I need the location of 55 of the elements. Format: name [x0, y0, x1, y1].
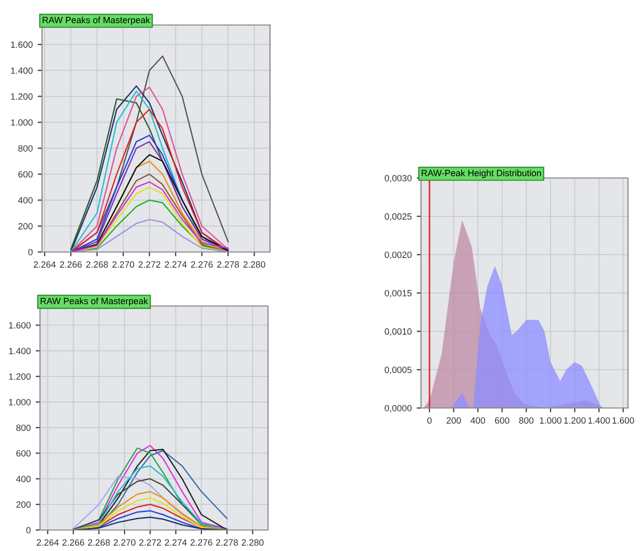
y-tick-label: 1.400	[9, 348, 31, 354]
y-tick-label: 0,0025	[384, 213, 412, 221]
x-tick-label: 2.268	[88, 539, 110, 546]
x-tick-label: 2.266	[60, 261, 82, 268]
x-tick-label: 2.264	[34, 261, 56, 268]
y-tick-label: 800	[18, 145, 33, 152]
x-tick-label: 2.268	[86, 261, 108, 268]
x-tick-label: 2.274	[164, 261, 187, 268]
y-tick-label: 0,0010	[384, 328, 412, 336]
x-tick-label: 2.270	[114, 539, 136, 546]
x-tick-label: 2.272	[138, 261, 160, 268]
y-tick-label: 200	[18, 223, 33, 230]
chart-title: RAW Peaks of Masterpeak	[40, 298, 148, 306]
y-tick-label: 0,0020	[384, 252, 412, 260]
y-tick-label: 1.600	[9, 322, 31, 329]
chart-title: RAW-Peak Height Distribution	[422, 170, 541, 178]
y-tick-label: 600	[18, 171, 33, 178]
x-tick-label: 2.278	[217, 261, 239, 268]
x-tick-label: 1.400	[588, 417, 610, 424]
y-tick-label: 1.200	[11, 93, 33, 100]
y-tick-label: 400	[18, 197, 33, 204]
y-tick-label: 0,0030	[384, 174, 412, 182]
x-tick-label: 1.600	[612, 417, 634, 424]
x-tick-label: 2.280	[243, 261, 266, 268]
y-tick-label: 0	[26, 526, 31, 534]
x-tick-label: 2.276	[190, 539, 212, 546]
y-tick-label: 0,0015	[384, 290, 412, 298]
y-tick-label: 1.200	[9, 373, 31, 380]
y-tick-label: 0,0005	[384, 366, 412, 374]
x-tick-label: 2.270	[112, 261, 134, 268]
x-tick-label: 2.276	[191, 261, 213, 268]
x-tick-label: 2.272	[139, 539, 161, 546]
x-tick-label: 2.278	[216, 539, 238, 546]
x-tick-label: 2.264	[36, 539, 59, 546]
y-tick-label: 1.000	[9, 398, 31, 406]
x-tick-label: 1.200	[564, 417, 586, 424]
x-tick-label: 200	[446, 417, 461, 424]
chart-title: RAW Peaks of Masterpeak	[42, 16, 150, 25]
x-tick-label: 400	[470, 417, 486, 424]
x-tick-label: 2.280	[242, 539, 264, 546]
y-tick-label: 0	[28, 248, 33, 256]
x-tick-label: 2.274	[164, 539, 187, 546]
y-tick-label: 800	[16, 424, 31, 431]
x-tick-label: 800	[519, 417, 534, 424]
y-tick-label: 1.600	[11, 41, 33, 48]
y-tick-label: 1.400	[11, 67, 33, 74]
x-tick-label: 2.266	[62, 539, 84, 546]
x-tick-label: 600	[495, 417, 510, 424]
y-tick-label: 400	[16, 476, 31, 482]
x-tick-label: 1.000	[540, 417, 562, 424]
y-tick-label: 200	[16, 501, 31, 508]
x-tick-label: 0	[427, 417, 432, 424]
y-tick-label: 0,0000	[384, 404, 412, 412]
y-tick-label: 1.000	[11, 119, 33, 126]
y-tick-label: 600	[16, 450, 31, 457]
